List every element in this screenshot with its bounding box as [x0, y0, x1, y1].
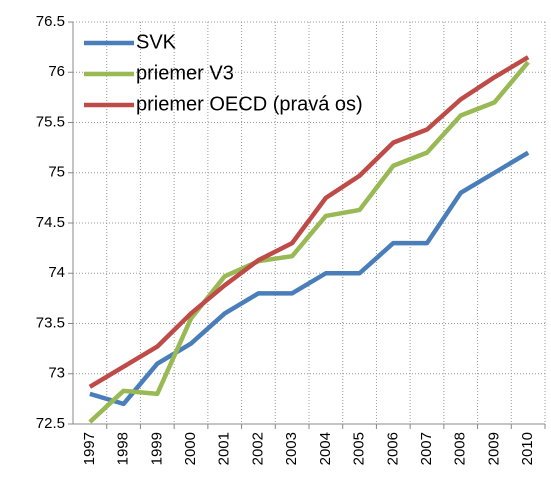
y-tick-label: 76.5 — [36, 13, 65, 30]
x-tick-label: 1997 — [81, 432, 98, 465]
x-tick-label: 2006 — [384, 432, 401, 465]
x-tick-label: 2008 — [452, 432, 469, 465]
y-tick-label: 72.5 — [36, 415, 65, 432]
y-tick-label: 75.5 — [36, 113, 65, 130]
series-line — [88, 55, 530, 389]
y-tick-label: 75 — [48, 164, 65, 181]
x-tick-label: 1998 — [115, 432, 132, 465]
series-line — [88, 60, 530, 424]
x-tick-label: 2010 — [519, 432, 536, 465]
x-tick-label: 2007 — [418, 432, 435, 465]
legend-label: priemer OECD (pravá os) — [136, 93, 363, 115]
x-tick-label: 2001 — [216, 432, 233, 465]
x-tick-label: 2005 — [351, 432, 368, 465]
y-tick-label: 74.5 — [36, 214, 65, 231]
series-line — [89, 150, 530, 407]
x-tick-label: 2002 — [249, 432, 266, 465]
legend-label: priemer V3 — [136, 62, 234, 84]
y-tick-label: 76 — [48, 63, 65, 80]
x-tick-label: 2009 — [485, 432, 502, 465]
x-tick-label: 2004 — [317, 432, 334, 465]
x-tick-label: 2000 — [182, 432, 199, 465]
y-tick-label: 73 — [48, 365, 65, 382]
x-tick-label: 2003 — [283, 432, 300, 465]
x-tick-label: 1999 — [148, 432, 165, 465]
y-tick-label: 73.5 — [36, 314, 65, 331]
y-tick-label: 74 — [48, 264, 65, 281]
legend-label: SVK — [136, 31, 177, 53]
